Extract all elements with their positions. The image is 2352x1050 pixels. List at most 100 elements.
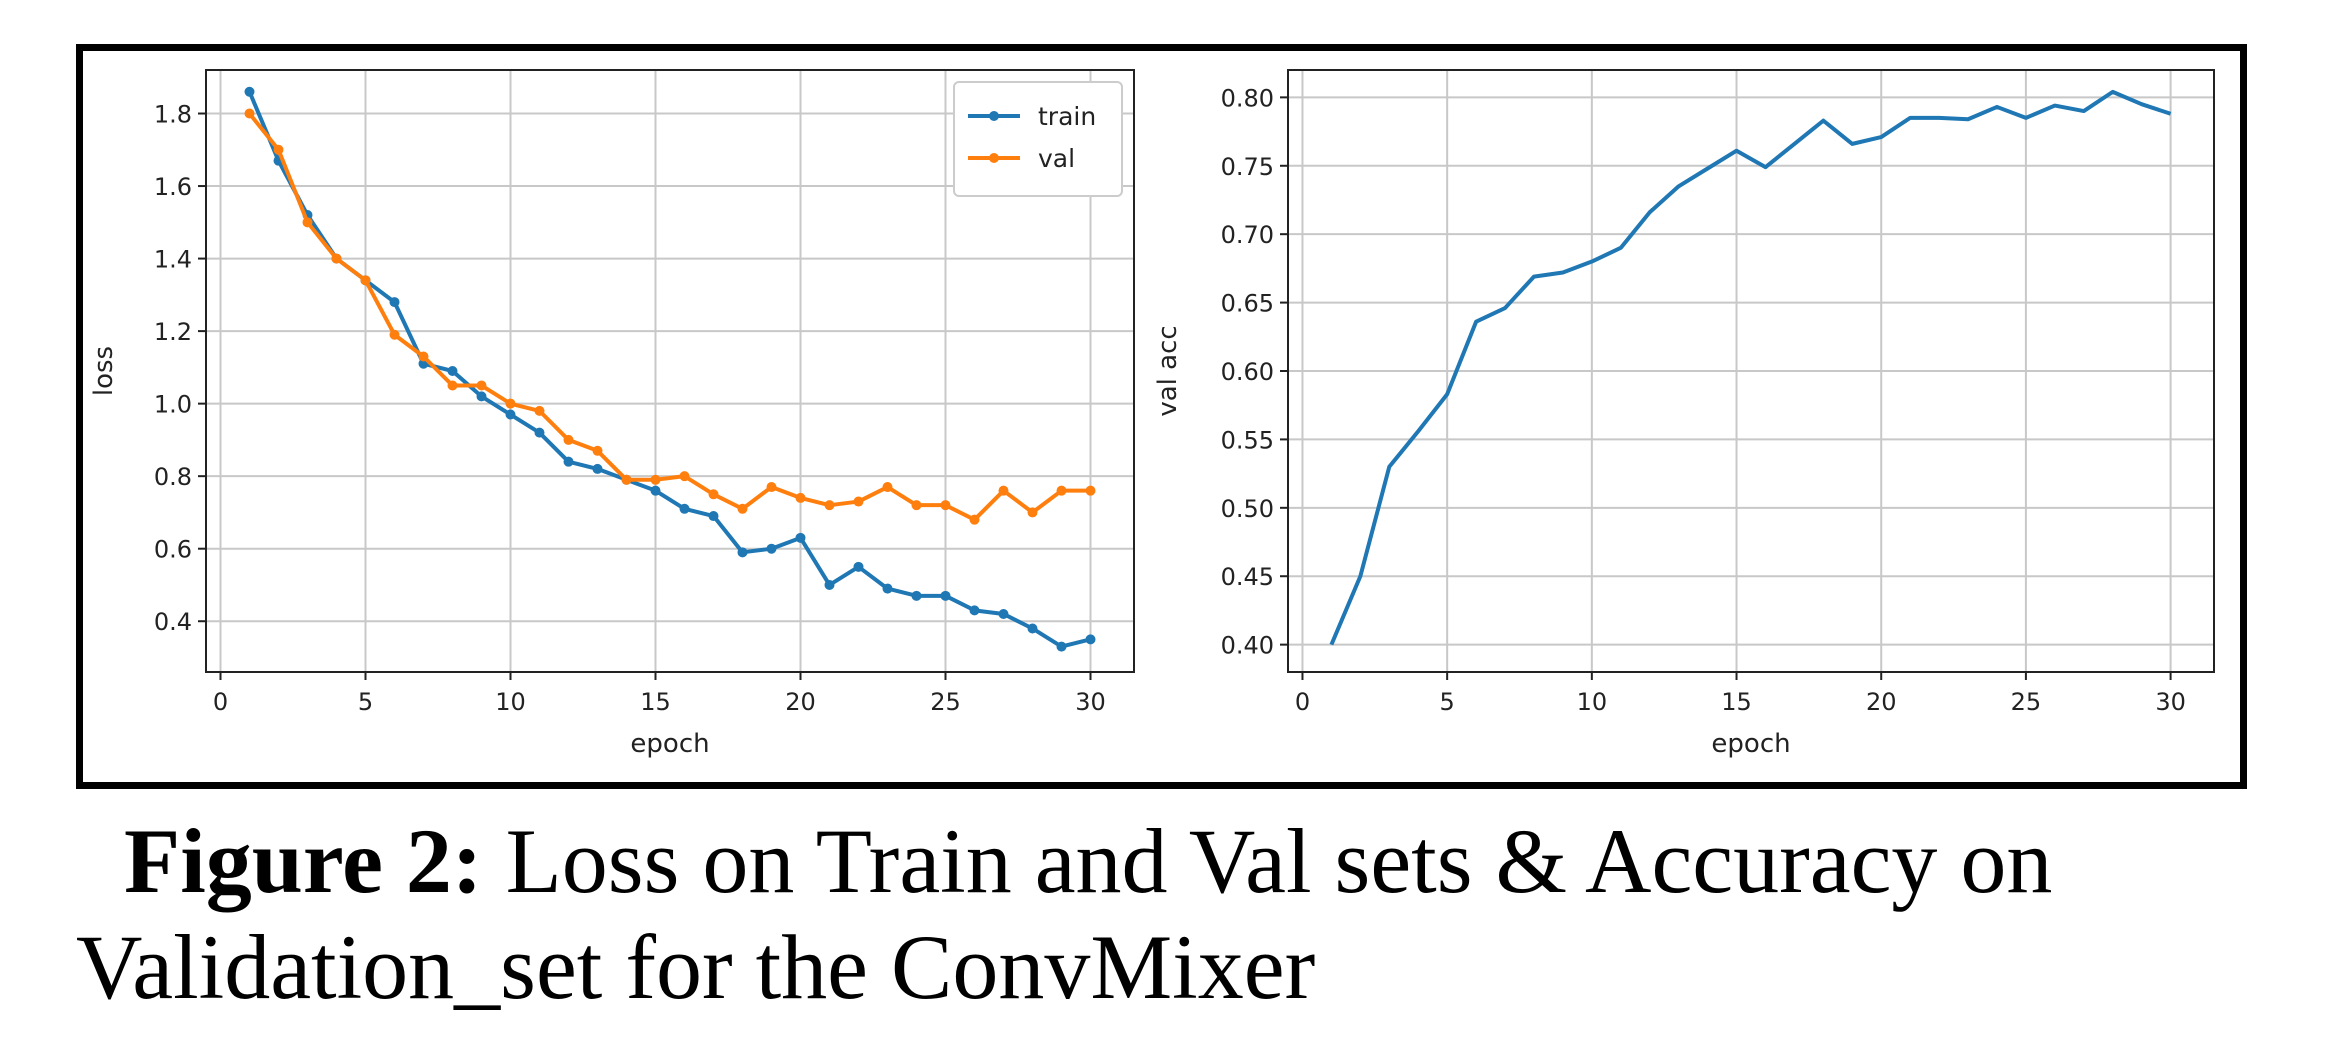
x-tick-label: 10 bbox=[1577, 688, 1608, 716]
data-point-val bbox=[476, 380, 487, 391]
data-point-train bbox=[1056, 641, 1067, 652]
data-point-val bbox=[302, 217, 313, 228]
data-point-val bbox=[505, 398, 516, 409]
y-tick-label: 0.70 bbox=[1221, 221, 1274, 249]
legend-box bbox=[953, 81, 1123, 197]
data-point-val bbox=[679, 471, 690, 482]
series-line-val bbox=[247, 112, 1091, 522]
y-tick-label: 1.2 bbox=[154, 318, 192, 346]
x-tick-label: 0 bbox=[1295, 688, 1310, 716]
x-tick-label: 15 bbox=[640, 688, 671, 716]
data-point-train bbox=[1027, 623, 1038, 634]
data-point-val bbox=[534, 405, 545, 416]
data-point-val bbox=[244, 108, 255, 119]
data-point-train bbox=[795, 532, 806, 543]
data-point-val bbox=[737, 503, 748, 514]
data-point-train bbox=[447, 366, 458, 376]
x-axis-label: epoch bbox=[1711, 729, 1790, 759]
x-tick-label: 25 bbox=[2011, 688, 2042, 716]
caption-text-line-1: Loss on Train and Val sets & Accuracy on bbox=[482, 810, 2053, 912]
data-point-val bbox=[882, 482, 893, 493]
val-acc-chart: 0 5 10 15 20 25 30 0.40 0.45 0.50 0.55 0.60 0.65 0.70… bbox=[1153, 69, 2215, 759]
y-tick-label: 0.55 bbox=[1221, 426, 1274, 454]
y-tick-label: 0.6 bbox=[154, 536, 192, 564]
data-point-val bbox=[563, 434, 574, 445]
data-point-val bbox=[273, 144, 284, 155]
data-point-train bbox=[476, 391, 487, 402]
loss-chart: 0 5 10 15 20 25 30 0.4 0.6 0.8 1.0 1.2 1.4 1.6 1.8 epoc… bbox=[89, 69, 1135, 759]
data-point-train bbox=[708, 511, 719, 522]
caption-label: Figure 2: bbox=[124, 810, 483, 912]
series-line-train bbox=[247, 90, 1091, 649]
x-tick-label: 25 bbox=[930, 688, 961, 716]
data-point-val bbox=[1056, 485, 1067, 496]
y-tick-label: 0.60 bbox=[1221, 358, 1274, 386]
y-axis-label: loss bbox=[89, 346, 119, 396]
plot-area-frame bbox=[205, 69, 1135, 673]
data-point-train bbox=[505, 409, 516, 420]
data-point-train bbox=[824, 579, 835, 590]
data-point-val bbox=[389, 329, 400, 340]
x-tick-label: 0 bbox=[213, 688, 228, 716]
legend-marker-val bbox=[989, 153, 999, 163]
series-line-series0 bbox=[1329, 89, 2172, 646]
y-tick-label: 0.80 bbox=[1221, 84, 1274, 112]
x-tick-label: 5 bbox=[1440, 688, 1455, 716]
data-point-val bbox=[447, 380, 458, 391]
y-tick-label: 1.8 bbox=[154, 101, 192, 129]
data-point-val bbox=[708, 489, 719, 500]
data-point-val bbox=[621, 474, 632, 485]
legend-marker-train bbox=[989, 111, 999, 121]
data-point-train bbox=[969, 605, 980, 616]
data-point-train bbox=[534, 427, 545, 438]
data-point-val bbox=[853, 496, 864, 507]
x-tick-label: 15 bbox=[1721, 688, 1752, 716]
caption-text-line-2: Validation_set for the ConvMixer bbox=[76, 916, 1316, 1018]
data-point-val bbox=[940, 500, 951, 511]
data-point-train bbox=[882, 583, 893, 594]
x-tick-label: 20 bbox=[785, 688, 816, 716]
data-point-val bbox=[911, 500, 922, 511]
data-point-val bbox=[1085, 485, 1096, 496]
figure-frame bbox=[76, 44, 2247, 789]
y-tick-label: 0.50 bbox=[1221, 495, 1274, 523]
data-point-val bbox=[331, 253, 342, 264]
x-tick-label: 20 bbox=[1866, 688, 1897, 716]
data-point-val bbox=[998, 485, 1009, 496]
x-tick-label: 10 bbox=[495, 688, 526, 716]
data-point-train bbox=[592, 463, 603, 474]
data-point-val bbox=[360, 275, 371, 286]
y-tick-label: 0.65 bbox=[1221, 290, 1274, 318]
data-point-train bbox=[853, 561, 864, 572]
data-point-train bbox=[389, 297, 400, 308]
legend-label-val: val bbox=[1038, 144, 1075, 173]
data-point-train bbox=[244, 86, 255, 97]
data-point-train bbox=[563, 456, 574, 467]
y-axis-label: val acc bbox=[1153, 325, 1183, 416]
y-tick-label: 1.0 bbox=[154, 391, 192, 419]
data-point-val bbox=[766, 482, 777, 493]
x-axis-label: epoch bbox=[630, 729, 709, 759]
data-point-train bbox=[911, 590, 922, 601]
data-point-val bbox=[969, 514, 980, 525]
y-tick-label: 0.40 bbox=[1221, 632, 1274, 660]
y-tick-label: 0.45 bbox=[1221, 563, 1274, 591]
data-point-val bbox=[824, 500, 835, 511]
data-point-train bbox=[940, 590, 951, 601]
data-point-train bbox=[679, 503, 690, 514]
y-tick-label: 0.75 bbox=[1221, 153, 1274, 181]
data-point-val bbox=[650, 474, 661, 485]
data-point-val bbox=[795, 492, 806, 503]
y-tick-label: 0.4 bbox=[154, 608, 192, 636]
x-tick-label: 5 bbox=[358, 688, 373, 716]
data-point-train bbox=[737, 547, 748, 558]
y-tick-label: 1.4 bbox=[154, 246, 192, 274]
caption-line-1: Figure 2: Loss on Train and Val sets & A… bbox=[76, 808, 2276, 914]
data-point-val bbox=[1027, 507, 1038, 518]
data-point-val bbox=[592, 445, 603, 456]
legend: train val bbox=[953, 81, 1123, 197]
figure-caption: Figure 2: Loss on Train and Val sets & A… bbox=[76, 808, 2276, 1020]
x-tick-label: 30 bbox=[1075, 688, 1106, 716]
data-point-train bbox=[998, 608, 1009, 619]
data-point-train bbox=[650, 485, 661, 496]
